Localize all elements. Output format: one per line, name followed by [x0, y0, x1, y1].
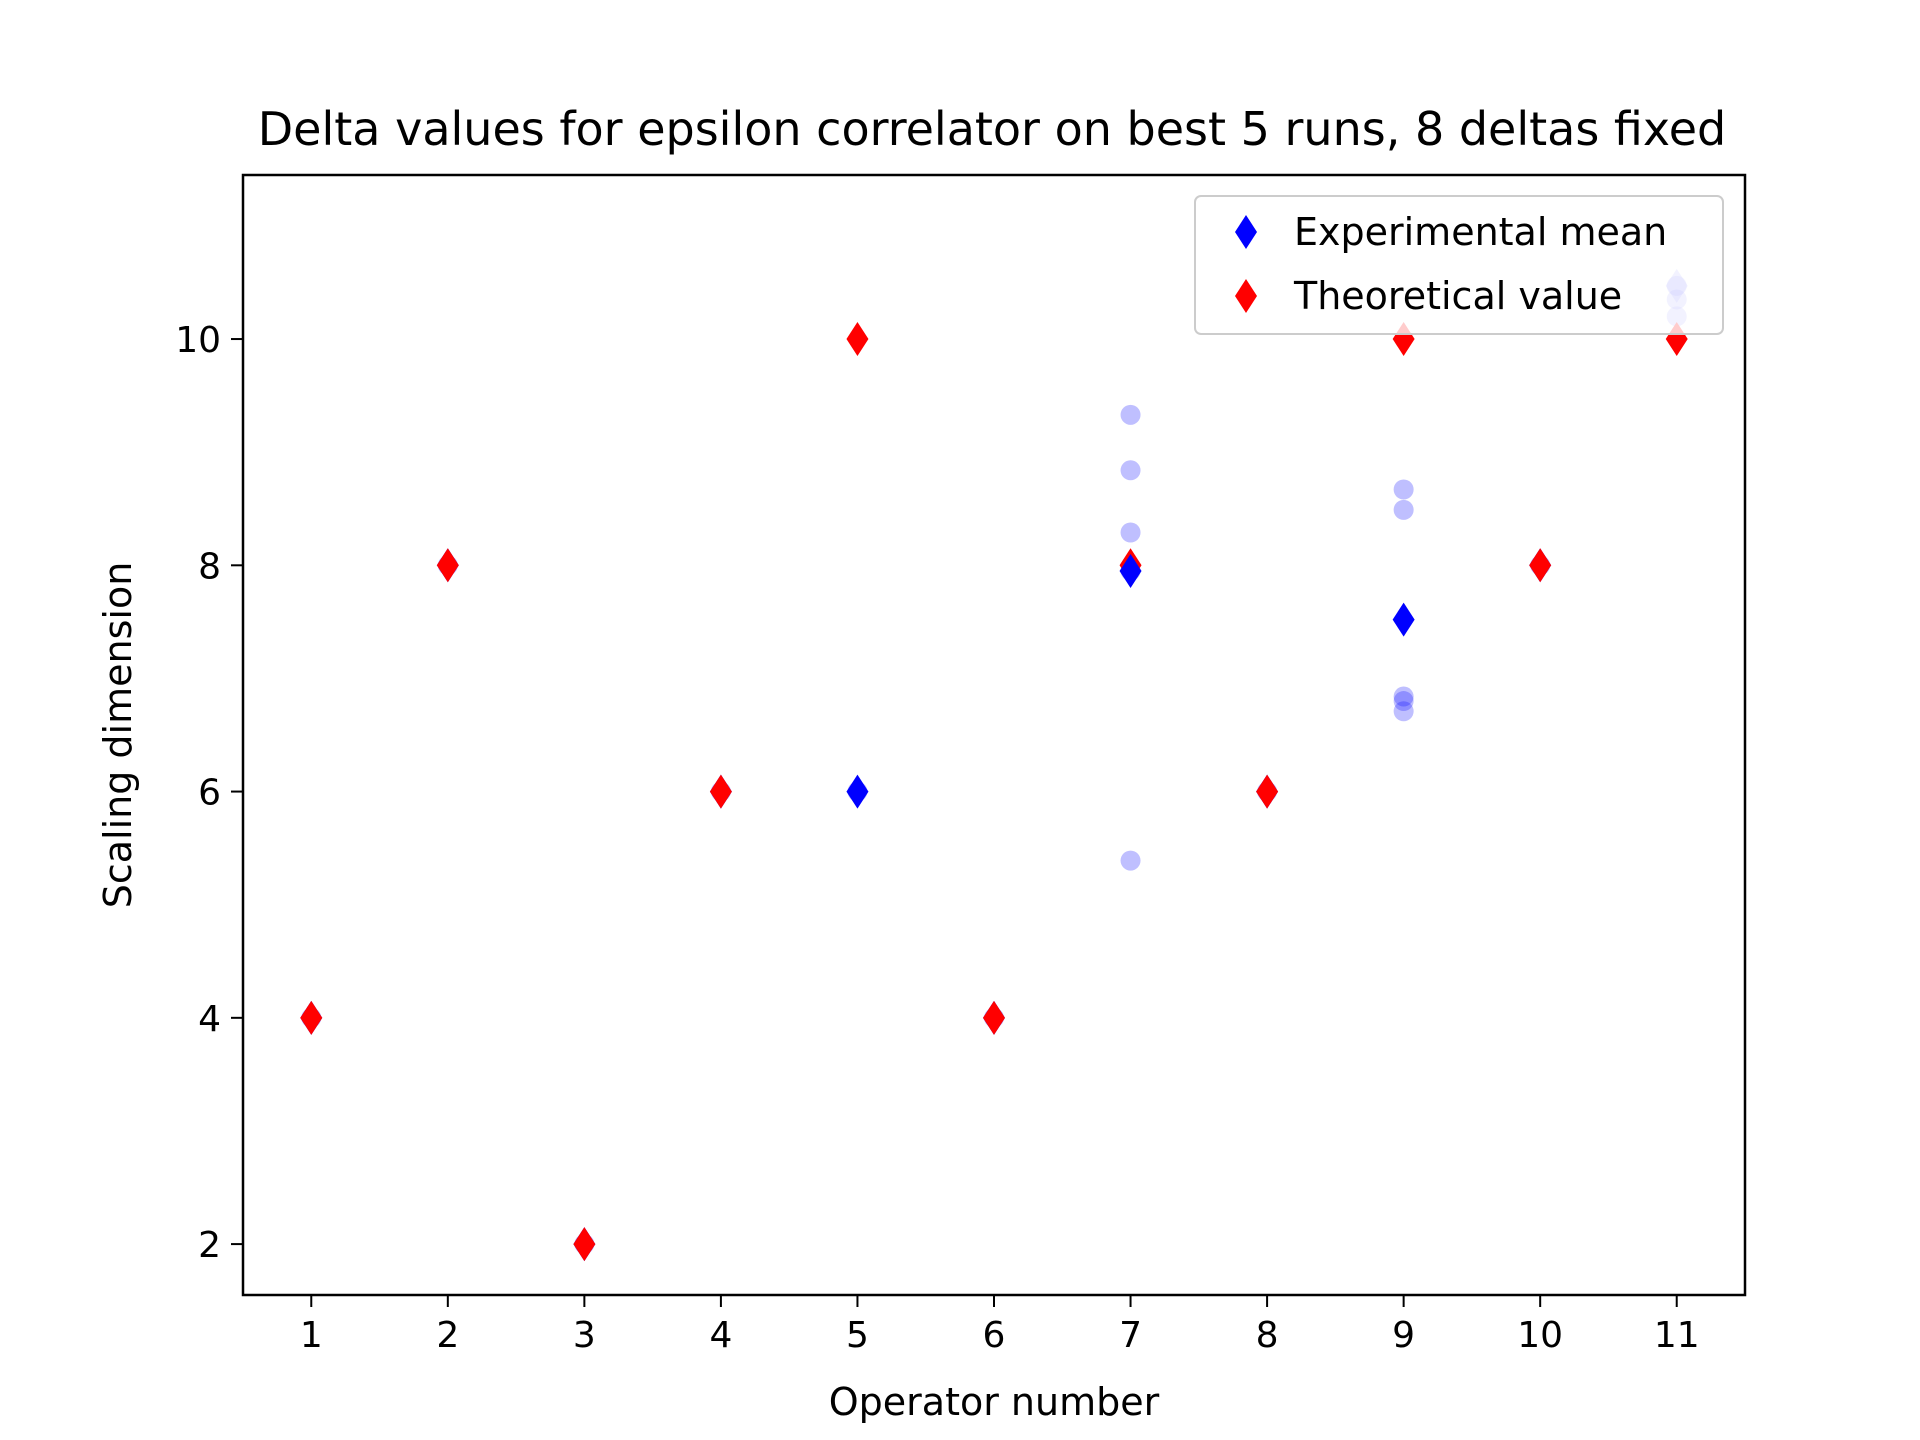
run-point	[1120, 404, 1141, 425]
run-point	[1120, 522, 1141, 543]
x-tick-label: 4	[709, 1315, 732, 1356]
theoretical-point	[983, 1000, 1005, 1035]
x-tick-label: 6	[983, 1315, 1006, 1356]
y-tick-label: 2	[198, 1225, 221, 1266]
theoretical-points-layer	[300, 322, 1688, 1262]
theoretical-point	[1529, 548, 1552, 583]
legend-box	[1194, 195, 1724, 335]
x-tick-label: 9	[1392, 1315, 1415, 1356]
run-point	[1393, 691, 1414, 712]
chart-title: Delta values for epsilon correlator on b…	[258, 102, 1726, 156]
x-tick-label: 8	[1256, 1315, 1279, 1356]
run-points-layer	[301, 275, 1687, 1255]
experimental-point	[846, 774, 869, 809]
legend-label-experimental: Experimental mean	[1294, 210, 1667, 254]
experimental-point	[1392, 602, 1415, 637]
run-point	[1393, 499, 1414, 520]
y-tick-label: 6	[198, 773, 221, 814]
experimental-point	[1119, 553, 1142, 588]
x-tick-label: 11	[1654, 1315, 1700, 1356]
run-point	[1393, 701, 1414, 722]
x-tick-label: 10	[1517, 1315, 1563, 1356]
x-tick-label: 7	[1119, 1315, 1142, 1356]
y-tick-label: 10	[175, 320, 221, 361]
x-axis: 1 2 3 4 5 6 7 8 9 10 11	[300, 1295, 1700, 1356]
run-point	[1393, 686, 1414, 707]
plot-area-frame	[241, 173, 1747, 1297]
x-tick-label: 5	[846, 1315, 869, 1356]
theoretical-point	[709, 774, 732, 809]
x-tick-label: 2	[436, 1315, 459, 1356]
legend-marker-theoretical	[1235, 279, 1257, 313]
legend-marker-experimental	[1235, 215, 1257, 249]
theoretical-point	[573, 1227, 596, 1262]
x-axis-label: Operator number	[829, 1380, 1160, 1424]
run-point	[1120, 460, 1141, 481]
theoretical-point	[436, 548, 459, 583]
y-axis-label: Scaling dimension	[96, 562, 140, 909]
experimental-points-layer	[846, 268, 1688, 809]
run-point	[1120, 850, 1141, 871]
x-tick-label: 1	[300, 1315, 323, 1356]
y-tick-label: 4	[198, 999, 221, 1040]
theoretical-point	[1256, 774, 1279, 809]
theoretical-point	[846, 322, 869, 357]
y-axis: 2 4 6 8 10	[175, 320, 243, 1266]
legend-label-theoretical: Theoretical value	[1293, 274, 1622, 318]
theoretical-point	[300, 1000, 323, 1035]
x-tick-label: 3	[573, 1315, 596, 1356]
y-tick-label: 8	[198, 546, 221, 587]
legend: Experimental mean Theoretical value	[1194, 195, 1724, 335]
run-point	[1393, 479, 1414, 500]
